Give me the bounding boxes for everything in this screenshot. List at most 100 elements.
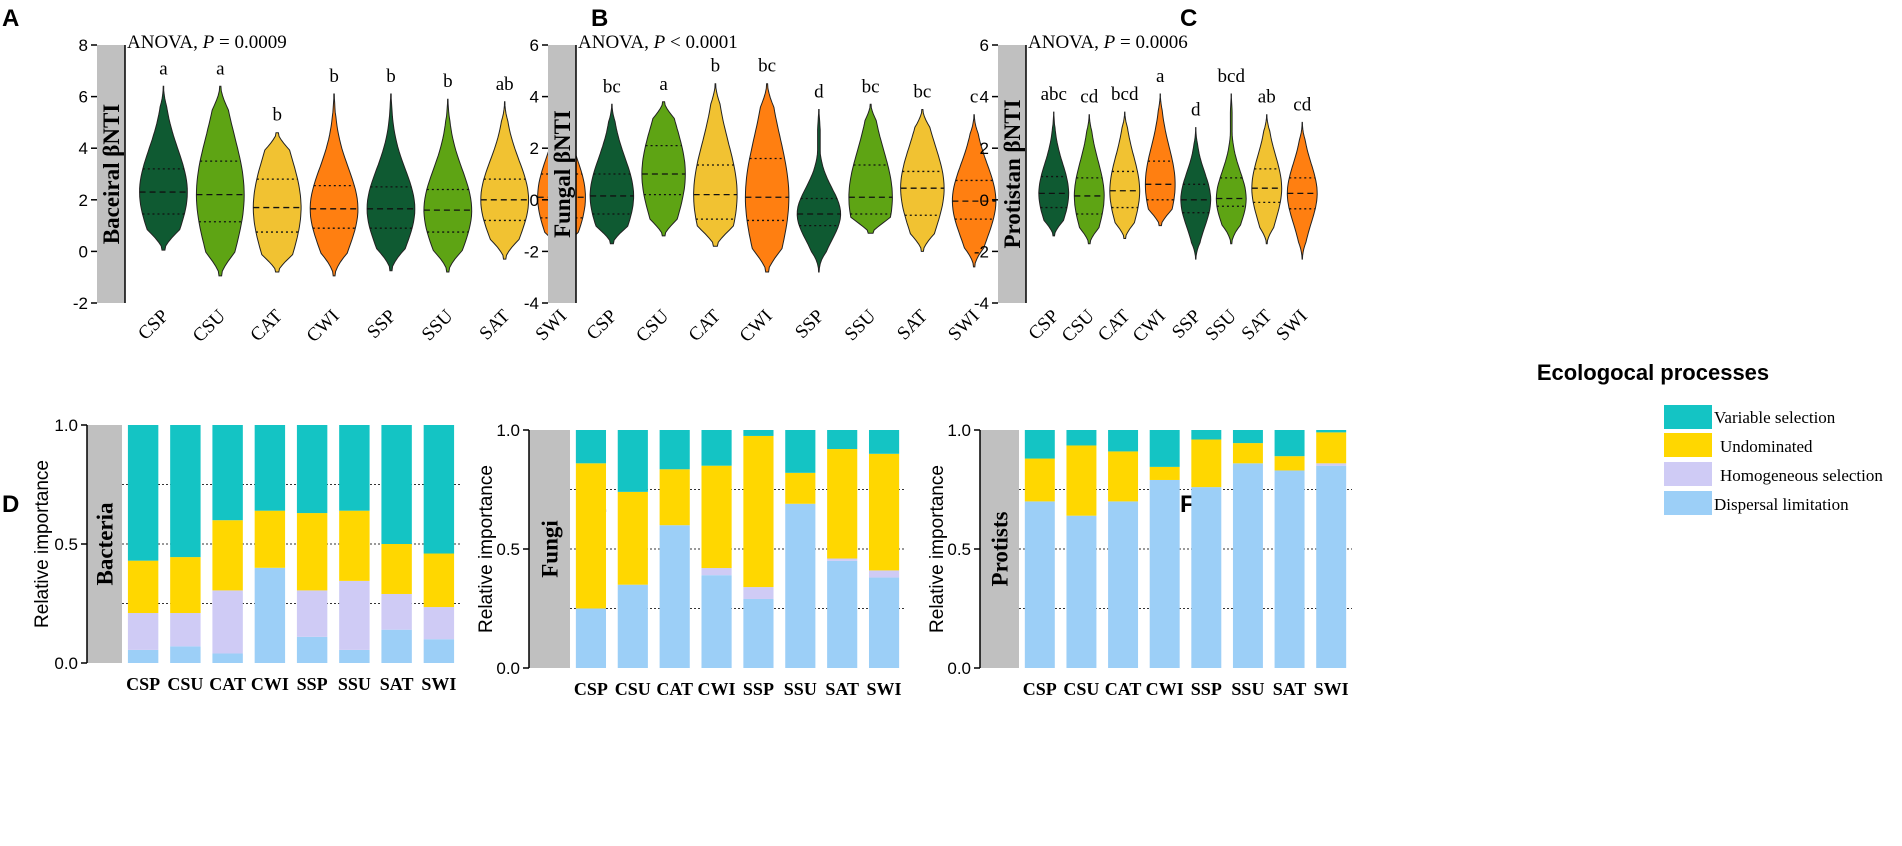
significance-letter: b <box>386 66 396 87</box>
bar-swi-homogeneous-selection <box>423 607 455 640</box>
bar-sat-homogeneous-selection <box>381 593 412 630</box>
y-axis-label: Relative importance <box>32 460 53 628</box>
y-label-band <box>980 430 1019 668</box>
bar-csp-undominated <box>1024 458 1055 502</box>
x-tick-label: CAT <box>246 305 287 346</box>
bar-cwi-variable-selection <box>701 430 732 466</box>
y-tick-label: 0.0 <box>54 654 78 673</box>
y-tick-label: 2 <box>530 139 539 158</box>
y-tick-label: 2 <box>79 191 88 210</box>
bar-ssp-variable-selection <box>1191 430 1222 440</box>
band-label: Protists <box>988 511 1013 586</box>
y-axis-label: Fungal βNTI <box>550 110 575 238</box>
legend-label-dispersal-limitation: Dispersal limitation <box>1714 495 1849 514</box>
x-tick-label: SSP <box>791 306 828 343</box>
violin-panel-a: Baceiral βNTI -2 0 2 4 6 8 ANOVA, P = 0.0009 a CS… <box>73 32 586 347</box>
bar-ssu-undominated <box>785 472 816 504</box>
violin-cat <box>252 132 302 273</box>
violin-swi <box>1286 121 1318 260</box>
significance-letter: d <box>1191 100 1201 121</box>
y-tick-label: 6 <box>530 36 539 55</box>
x-tick-label: CSP <box>583 306 622 345</box>
bar-cat-variable-selection <box>1108 430 1139 452</box>
significance-letter: bcd <box>1218 66 1246 87</box>
violin-sat <box>480 101 530 260</box>
panel-letter-b: B <box>591 5 608 32</box>
violin-csu <box>1073 114 1105 245</box>
y-tick-label: 8 <box>79 36 88 55</box>
bar-csu-undominated <box>617 491 648 585</box>
x-tick-label: SWI <box>421 674 456 694</box>
y-tick-label: 0.5 <box>947 540 971 559</box>
x-tick-label: SAT <box>825 679 859 699</box>
bar-sat-undominated <box>827 449 858 559</box>
bar-csu-dispersal-limitation <box>1066 515 1097 668</box>
significance-letter: bc <box>862 76 880 97</box>
legend-swatch-dispersal-limitation <box>1664 491 1712 515</box>
x-tick-label: SWI <box>1272 306 1311 345</box>
significance-letter: a <box>216 58 225 79</box>
violin-ssp <box>796 109 842 273</box>
x-tick-label: CSU <box>1063 679 1099 699</box>
bar-csu-variable-selection <box>617 430 648 492</box>
stacked-bar-panel-d: Bacteria Relative importance 0.0 0.5 1.0 CSP C… <box>32 416 460 694</box>
x-tick-label: SSP <box>743 679 774 699</box>
bar-ssp-homogeneous-selection <box>743 587 774 599</box>
bar-sat-dispersal-limitation <box>827 560 858 668</box>
y-label-band <box>87 425 122 663</box>
x-tick-label: SSP <box>1191 679 1222 699</box>
bar-swi-homogeneous-selection <box>868 570 900 578</box>
bar-csp-undominated <box>127 560 159 614</box>
violin-cwi <box>1144 93 1176 227</box>
bar-cwi-variable-selection <box>1149 430 1180 467</box>
legend-label-homogeneous-selection: Homogeneous selection <box>1720 466 1883 485</box>
x-tick-label: SSP <box>363 306 400 343</box>
bar-csp-variable-selection <box>575 430 607 464</box>
x-tick-label: CSU <box>189 305 230 346</box>
y-tick-label: 0 <box>530 191 539 210</box>
y-label-band <box>548 45 576 303</box>
x-tick-label: CSP <box>134 306 173 345</box>
violin-cat <box>1109 111 1141 239</box>
x-tick-label: CSU <box>1058 305 1099 346</box>
y-tick-label: 6 <box>79 88 88 107</box>
anova-p-value: < 0.0001 <box>665 32 737 53</box>
anova-p-symbol: P <box>202 32 215 53</box>
violin-swi <box>951 114 997 268</box>
y-tick-label: -4 <box>974 294 989 313</box>
bar-ssu-homogeneous-selection <box>339 580 370 650</box>
anova-annotation: ANOVA, P = 0.0006 <box>1028 32 1188 53</box>
bar-ssp-undominated <box>743 435 774 588</box>
legend-label-undominated: Undominated <box>1720 437 1813 456</box>
bar-cwi-undominated <box>254 510 286 568</box>
y-tick-label: -4 <box>524 294 539 313</box>
band-label: Bacteria <box>93 502 118 586</box>
bar-csu-undominated <box>170 557 201 614</box>
anova-annotation: ANOVA, P = 0.0009 <box>127 32 287 53</box>
bar-sat-dispersal-limitation <box>381 629 412 663</box>
bar-swi-homogeneous-selection <box>1316 463 1347 466</box>
bar-csu-dispersal-limitation <box>617 584 648 668</box>
y-tick-label: 0 <box>79 242 88 261</box>
y-axis-label: Baceiral βNTI <box>99 104 124 245</box>
panel-letter-d: D <box>2 491 19 518</box>
significance-letter: ab <box>1258 87 1276 108</box>
legend-swatch-undominated <box>1664 433 1712 457</box>
x-tick-label: SWI <box>867 679 902 699</box>
bar-cat-homogeneous-selection <box>212 590 243 654</box>
y-tick-label: 2 <box>980 139 989 158</box>
x-tick-label: SSU <box>418 305 458 345</box>
anova-p-symbol: P <box>1103 32 1116 53</box>
legend: Ecologocal processes Variable selection … <box>1537 360 1883 515</box>
legend-swatch-variable-selection <box>1664 405 1712 429</box>
bar-cat-undominated <box>1108 451 1139 502</box>
bar-ssp-dispersal-limitation <box>743 598 774 668</box>
violin-cwi <box>309 93 359 277</box>
bar-cwi-homogeneous-selection <box>701 568 732 576</box>
x-tick-label: SAT <box>1238 305 1277 344</box>
significance-letter: a <box>1156 66 1165 87</box>
x-tick-label: SAT <box>1273 679 1307 699</box>
significance-letter: a <box>659 74 668 95</box>
x-tick-label: CWI <box>736 306 777 347</box>
panel-letter-f: F <box>1180 491 1195 518</box>
